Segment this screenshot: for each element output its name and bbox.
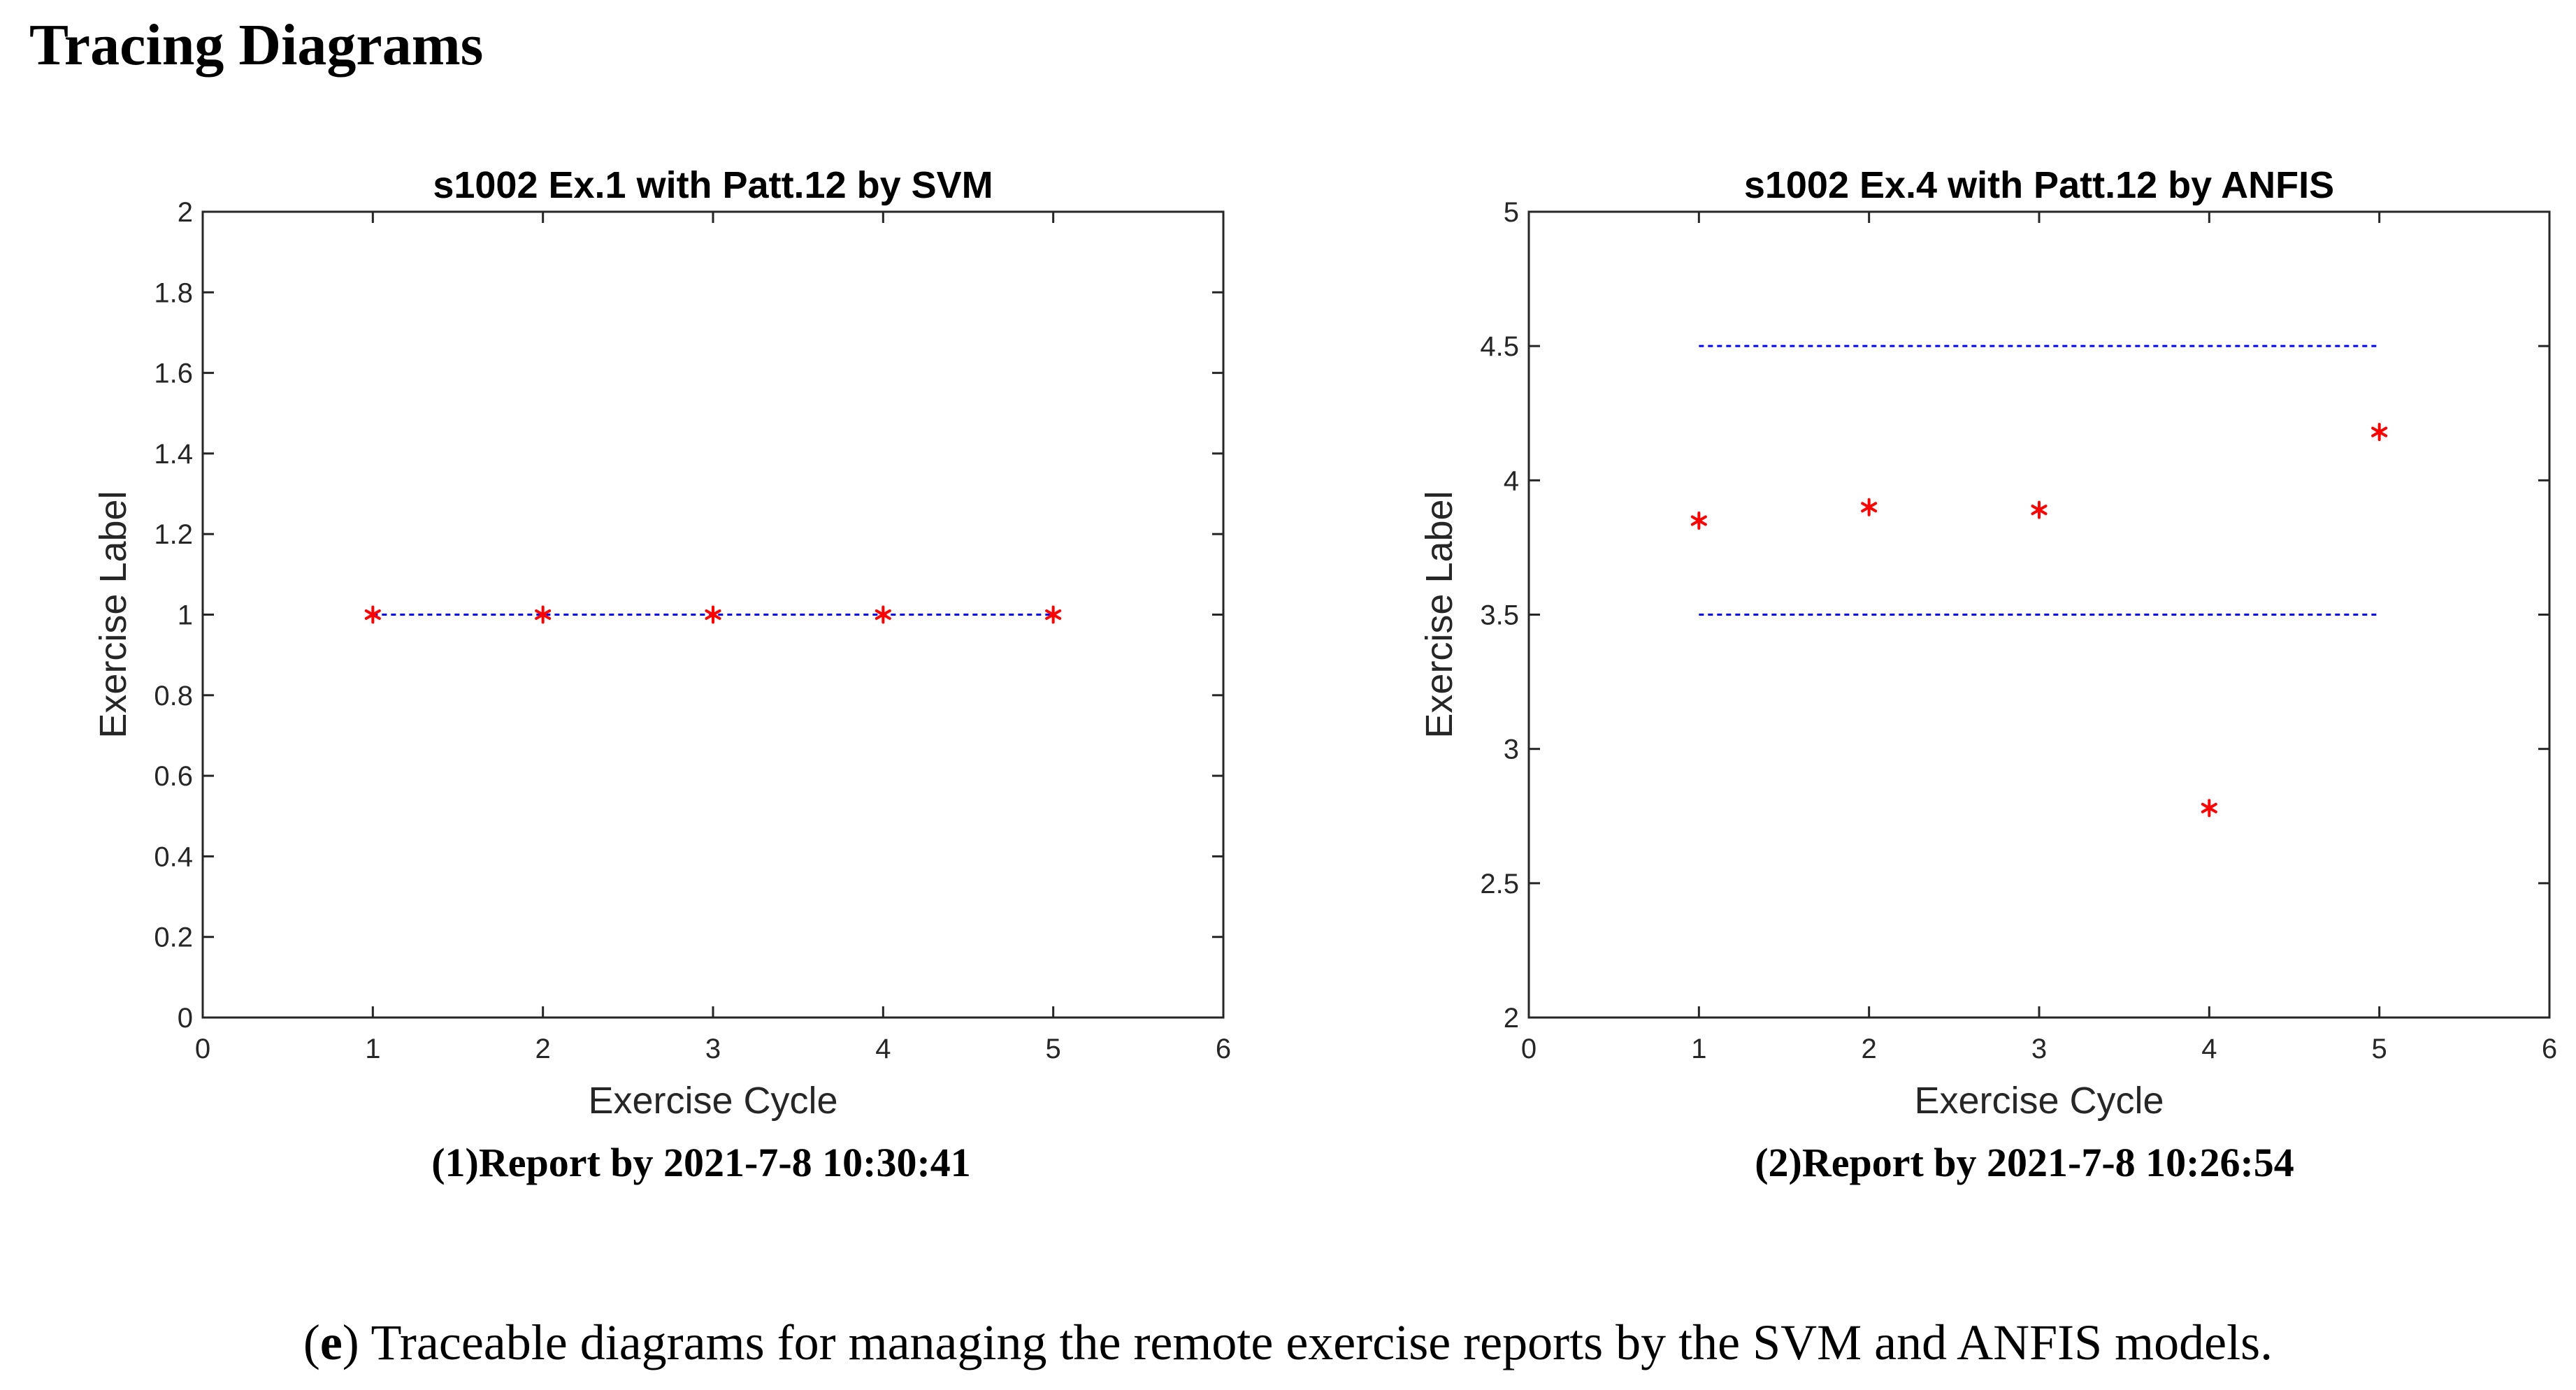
x-tick-label: 6: [1216, 1034, 1231, 1064]
y-tick-label: 0.4: [154, 841, 193, 872]
y-tick-label: 3.5: [1480, 600, 1519, 631]
data-point-marker: [1861, 498, 1878, 516]
report-caption-1: (1)Report by 2021-7-8 10:30:41: [431, 1140, 971, 1185]
data-point-marker: [364, 605, 381, 624]
data-point-marker: [1690, 511, 1707, 530]
x-tick-label: 3: [2031, 1034, 2047, 1064]
x-tick-label: 4: [875, 1034, 891, 1064]
y-axis-label: Exercise Label: [1418, 491, 1460, 738]
y-tick-label: 4: [1504, 465, 1519, 496]
data-point-marker: [705, 605, 721, 624]
figure-caption-text: Traceable diagrams for managing the remo…: [359, 1315, 2273, 1370]
x-tick-label: 1: [365, 1034, 380, 1064]
y-tick-label: 5: [1504, 197, 1519, 228]
report-caption-2: (2)Report by 2021-7-8 10:26:54: [1755, 1140, 2294, 1185]
x-tick-label: 3: [705, 1034, 721, 1064]
y-tick-label: 2: [1504, 1003, 1519, 1034]
chart-svm: 0 1 2 3 4 5 6 0 0.2 0.4 0.6 0.8 1 1.2 1.4 1.6 1.8 2 s1002 …: [92, 164, 1231, 1122]
x-axis-label: Exercise Cycle: [588, 1080, 837, 1122]
x-tick-label: 2: [1862, 1034, 1877, 1064]
y-tick-label: 2: [178, 197, 193, 228]
data-point-marker: [535, 605, 552, 624]
figure-caption-close: ): [342, 1315, 359, 1370]
page-title: Tracing Diagrams: [29, 13, 484, 78]
y-tick-label: 0: [178, 1003, 193, 1034]
y-tick-label: 2.5: [1480, 869, 1519, 899]
x-tick-label: 5: [2372, 1034, 2387, 1064]
x-tick-label: 4: [2201, 1034, 2217, 1064]
figure-caption-open: (: [303, 1315, 320, 1370]
x-tick-label: 2: [535, 1034, 551, 1064]
figure-caption: (e) Traceable diagrams for managing the …: [0, 1314, 2576, 1372]
chart-title: s1002 Ex.1 with Patt.12 by SVM: [433, 164, 993, 206]
y-tick-label: 1.4: [154, 439, 193, 470]
x-tick-label: 0: [1521, 1034, 1537, 1064]
x-tick-label: 0: [195, 1034, 210, 1064]
y-tick-label: 4.5: [1480, 331, 1519, 362]
data-point-marker: [2201, 799, 2217, 818]
y-tick-label: 0.6: [154, 761, 193, 792]
figure-caption-letter: e: [319, 1315, 343, 1370]
y-tick-label: 1: [178, 600, 193, 631]
y-tick-label: 0.8: [154, 681, 193, 711]
x-tick-label: 5: [1046, 1034, 1061, 1064]
data-point-marker: [2371, 423, 2388, 442]
x-tick-label: 1: [1691, 1034, 1706, 1064]
data-point-marker: [875, 605, 891, 624]
y-tick-label: 3: [1504, 734, 1519, 765]
y-tick-label: 1.2: [154, 519, 193, 550]
x-tick-label: 6: [2542, 1034, 2557, 1064]
data-point-marker: [1045, 605, 1062, 624]
data-point-marker: [2031, 500, 2048, 519]
y-axis-label: Exercise Label: [92, 491, 134, 738]
x-axis-label: Exercise Cycle: [1914, 1080, 2164, 1122]
y-tick-label: 1.6: [154, 359, 193, 389]
y-tick-label: 0.2: [154, 922, 193, 953]
y-tick-label: 1.8: [154, 277, 193, 308]
chart-anfis: 0 1 2 3 4 5 6 2 2.5 3 3.5 4 4.5 5 s1002 Ex.4 with Patt…: [1418, 164, 2557, 1122]
chart-title: s1002 Ex.4 with Patt.12 by ANFIS: [1744, 164, 2334, 206]
